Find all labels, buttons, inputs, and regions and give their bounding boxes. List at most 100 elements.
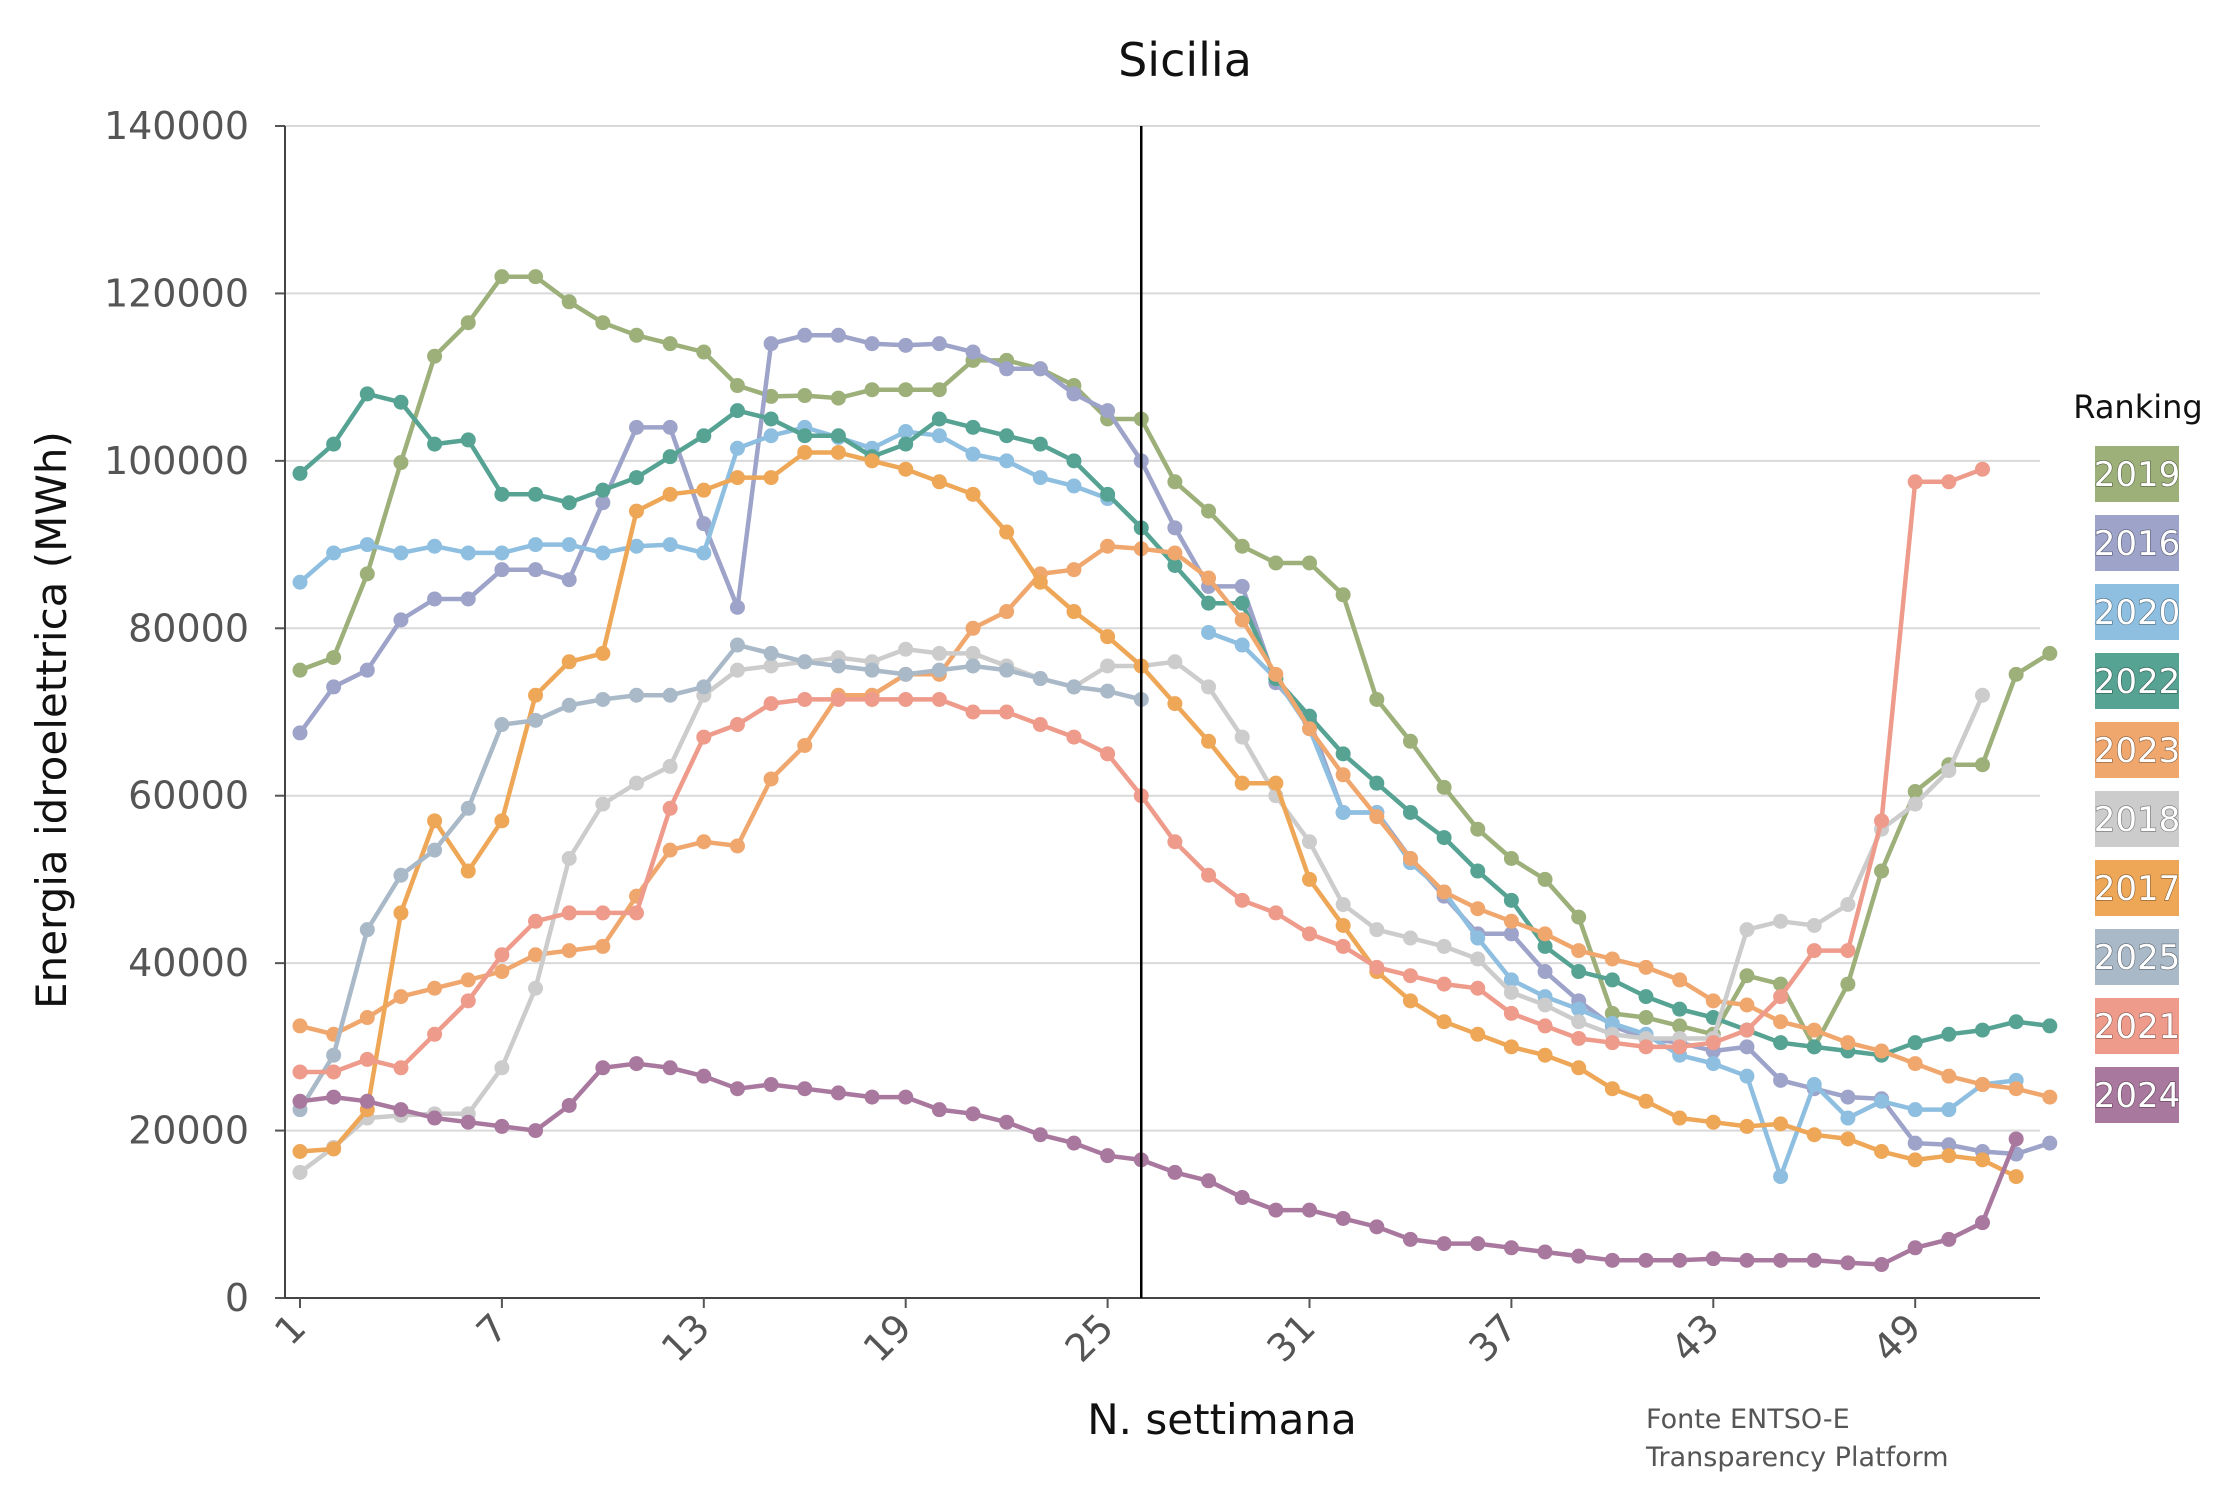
legend-label: 2025 [2094, 938, 2181, 978]
data-point [1335, 938, 1351, 954]
data-point [1335, 897, 1351, 913]
data-point [931, 474, 947, 490]
data-point [1100, 658, 1116, 674]
data-point [1773, 1014, 1789, 1030]
data-point [1032, 436, 1048, 452]
data-point [561, 294, 577, 310]
data-point [1302, 1202, 1317, 1218]
data-point [931, 662, 947, 678]
data-point [1604, 1252, 1620, 1268]
data-point [460, 993, 476, 1009]
data-point [1268, 666, 1284, 682]
data-point [1234, 612, 1250, 628]
data-point [1436, 938, 1452, 954]
data-point [326, 679, 342, 695]
data-point [1638, 1010, 1654, 1026]
legend-swatch [2095, 446, 2179, 502]
data-point [528, 712, 544, 728]
data-point [1672, 1039, 1688, 1055]
data-point [1234, 729, 1250, 745]
data-point [2042, 1018, 2058, 1034]
data-point [1436, 1014, 1452, 1030]
data-point [1705, 1035, 1721, 1051]
data-point [1302, 721, 1317, 737]
x-axis-label: N. settimana [1087, 1395, 1356, 1444]
data-point [528, 687, 544, 703]
data-point [1100, 403, 1116, 419]
data-point [1201, 570, 1217, 586]
data-point [1032, 470, 1048, 486]
data-point [1503, 972, 1519, 988]
data-point [898, 461, 914, 477]
data-point [1369, 1219, 1385, 1235]
data-point [1571, 964, 1587, 980]
data-point [1941, 763, 1957, 779]
data-point [595, 645, 611, 661]
data-point [2008, 1014, 2024, 1030]
data-point [1470, 821, 1486, 837]
data-point [931, 382, 947, 398]
data-point [528, 913, 544, 929]
series-line-2024 [299, 1061, 2019, 1267]
data-point [1503, 1005, 1519, 1021]
data-point [1335, 917, 1351, 933]
data-point [1571, 943, 1587, 959]
data-point [1874, 1093, 1890, 1109]
data-point [326, 1141, 342, 1157]
data-point [1705, 1114, 1721, 1130]
data-point [2008, 1131, 2024, 1147]
data-point [1234, 538, 1250, 554]
data-point [1503, 926, 1519, 942]
y-axis-label: Energia idroelettrica (MWh) [27, 431, 76, 1009]
data-point [931, 691, 947, 707]
data-point [965, 620, 981, 636]
series-line-2017 [299, 450, 2018, 1179]
data-point [830, 1085, 846, 1101]
data-point [1773, 913, 1789, 929]
data-point [1806, 943, 1822, 959]
data-point [763, 771, 779, 787]
data-point [1066, 386, 1082, 402]
legend-swatch [2095, 653, 2179, 709]
data-point [830, 390, 846, 406]
data-point [1100, 629, 1116, 645]
data-point [1201, 595, 1217, 611]
data-point [1840, 943, 1856, 959]
data-point [460, 315, 476, 331]
data-point [1032, 717, 1048, 733]
y-tick-label: 80000 [128, 606, 249, 650]
data-point [595, 691, 611, 707]
data-point [1739, 968, 1755, 984]
data-point [393, 545, 409, 561]
data-point [629, 327, 644, 343]
data-point [931, 411, 947, 427]
data-point [662, 449, 678, 465]
data-point [797, 737, 813, 753]
x-tick-label: 1 [266, 1305, 314, 1353]
data-point [1402, 733, 1418, 749]
data-point [2042, 1089, 2058, 1105]
source-note-line-2: Transparency Platform [1645, 1442, 1949, 1473]
data-point [1604, 1035, 1620, 1051]
data-point [1470, 951, 1486, 967]
data-point [1638, 1093, 1654, 1109]
data-point [1806, 1077, 1822, 1093]
data-point [561, 572, 577, 588]
data-point [1705, 993, 1721, 1009]
y-tick-label: 140000 [104, 104, 249, 148]
data-point [1537, 1244, 1553, 1260]
data-point [1066, 679, 1082, 695]
data-point [662, 758, 678, 774]
data-point [292, 1144, 308, 1159]
data-point [999, 662, 1015, 678]
data-point [1335, 767, 1351, 783]
data-point [662, 336, 678, 352]
data-point [1638, 1252, 1654, 1268]
data-point [696, 729, 712, 745]
data-point [1739, 1022, 1755, 1038]
data-point [763, 645, 779, 661]
data-point [1941, 1102, 1957, 1118]
data-point [528, 947, 544, 963]
data-point [460, 545, 476, 561]
